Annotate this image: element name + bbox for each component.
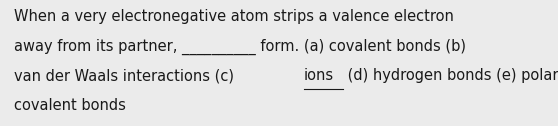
Text: covalent bonds: covalent bonds xyxy=(14,98,126,113)
Text: van der Waals interactions (c): van der Waals interactions (c) xyxy=(14,68,239,83)
Text: away from its partner, __________ form. (a) covalent bonds (b): away from its partner, __________ form. … xyxy=(14,38,466,55)
Text: (d) hydrogen bonds (e) polar: (d) hydrogen bonds (e) polar xyxy=(343,68,558,83)
Text: ions: ions xyxy=(304,68,334,83)
Text: When a very electronegative atom strips a valence electron: When a very electronegative atom strips … xyxy=(14,9,454,24)
